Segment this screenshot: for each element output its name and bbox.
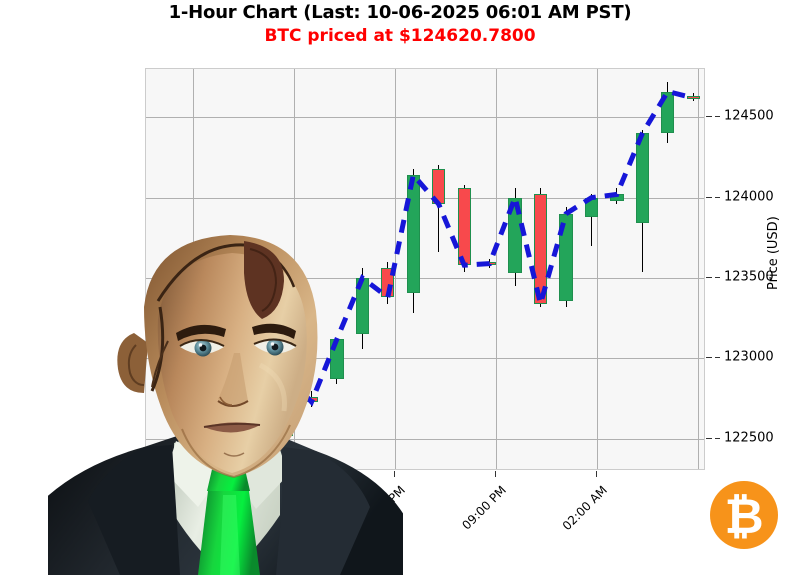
y-axis-tick bbox=[706, 196, 712, 198]
candle-body bbox=[533, 194, 548, 304]
price-subtitle: BTC priced at $124620.7800 bbox=[264, 26, 536, 46]
gridline-horizontal bbox=[146, 278, 704, 280]
gridline-vertical bbox=[597, 69, 598, 469]
y-axis-tick-dash bbox=[715, 437, 720, 439]
y-axis-label: Price (USD) bbox=[766, 216, 781, 290]
candle-body bbox=[508, 197, 522, 274]
y-axis-tick bbox=[706, 116, 712, 118]
gridline-horizontal bbox=[146, 197, 704, 199]
y-axis-tick-dash bbox=[715, 357, 720, 359]
y-axis-tick-dash bbox=[715, 277, 720, 279]
y-axis-tick-dash bbox=[715, 116, 720, 118]
y-axis-tick-dash bbox=[715, 196, 720, 198]
y-axis-tick-label: 124500 bbox=[724, 108, 774, 124]
y-axis-tick-label: 123000 bbox=[724, 349, 774, 365]
candlestick-plot-area[interactable] bbox=[145, 68, 705, 470]
y-axis-tick bbox=[706, 437, 712, 439]
bitcoin-symbol: ₿ bbox=[724, 489, 763, 545]
gridline-vertical bbox=[496, 69, 497, 469]
close-price-trendline bbox=[157, 88, 694, 443]
candle-body bbox=[406, 175, 420, 293]
gridline-vertical bbox=[698, 69, 699, 469]
y-axis-tick-label: 123500 bbox=[724, 269, 774, 285]
close-price-polyline bbox=[157, 88, 694, 443]
gridline-horizontal bbox=[146, 358, 704, 360]
x-axis-tick bbox=[596, 471, 597, 477]
x-axis-tick bbox=[394, 471, 395, 477]
y-axis-tick bbox=[706, 277, 712, 279]
x-axis-tick-label: 02:00 AM bbox=[559, 483, 610, 534]
candle-body bbox=[686, 96, 700, 100]
page-title: 1-Hour Chart (Last: 10-06-2025 06:01 AM … bbox=[168, 2, 632, 23]
x-axis-tick bbox=[495, 471, 496, 477]
gridline-horizontal bbox=[146, 117, 704, 119]
y-axis-tick-label: 124000 bbox=[724, 189, 774, 205]
gridline-horizontal bbox=[146, 438, 704, 440]
y-axis-tick bbox=[706, 357, 712, 359]
y-axis-tick-label: 122500 bbox=[724, 430, 774, 446]
candle-wick bbox=[590, 194, 592, 246]
bitcoin-logo: ₿ bbox=[710, 481, 778, 549]
candle-wick bbox=[438, 165, 440, 253]
x-axis-tick-label: 04:00 PM bbox=[358, 483, 408, 533]
x-axis-tick-label: 09:00 PM bbox=[459, 483, 509, 533]
candle-body bbox=[661, 91, 675, 134]
